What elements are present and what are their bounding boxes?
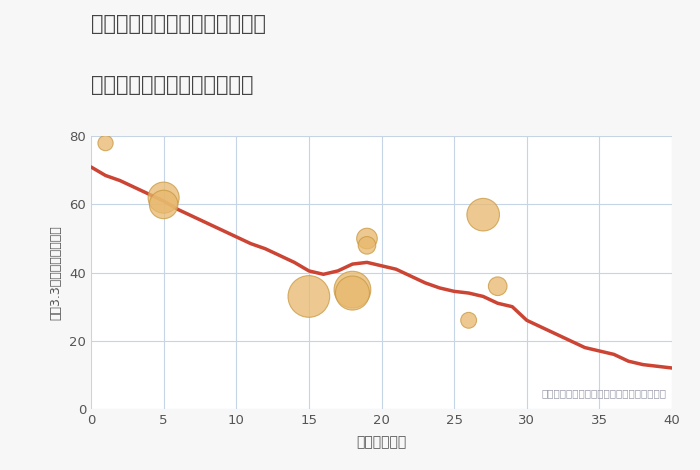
Y-axis label: 坪（3.3㎡）単価（万円）: 坪（3.3㎡）単価（万円） [49, 225, 62, 320]
Point [492, 282, 503, 290]
Point [303, 293, 314, 300]
Point [477, 211, 489, 219]
Point [346, 286, 358, 293]
Point [158, 201, 169, 208]
Point [100, 139, 111, 147]
Text: 築年数別中古マンション価格: 築年数別中古マンション価格 [91, 75, 253, 95]
X-axis label: 築年数（年）: 築年数（年） [356, 435, 407, 449]
Point [361, 242, 372, 249]
Text: 円の大きさは、取引のあった物件面積を示す: 円の大きさは、取引のあった物件面積を示す [541, 388, 666, 398]
Point [158, 194, 169, 201]
Point [463, 317, 475, 324]
Point [346, 290, 358, 297]
Text: 福岡県北九州市小倉南区湯川の: 福岡県北九州市小倉南区湯川の [91, 14, 266, 34]
Point [361, 235, 372, 243]
